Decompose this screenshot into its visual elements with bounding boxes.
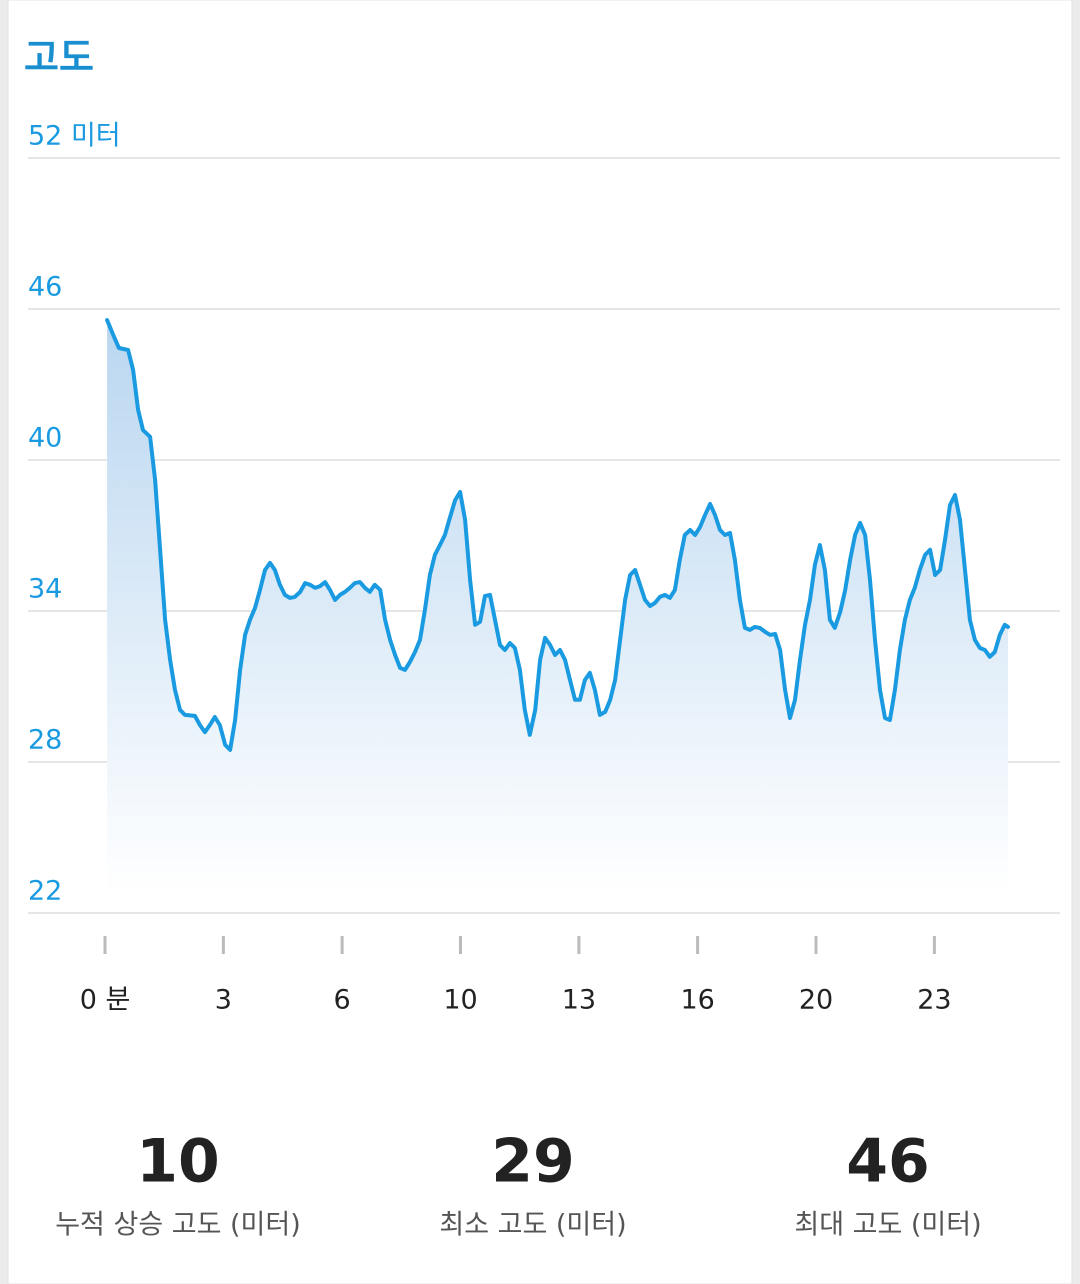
card [7,0,1073,1284]
x-tick-label: 20 [799,985,833,1016]
x-tick-label: 3 [215,985,232,1016]
stat-value: 10 [136,1127,220,1197]
x-tick-label: 23 [917,985,951,1016]
x-tick-label: 10 [443,985,477,1016]
y-tick-label: 40 [28,423,62,454]
x-tick-label: 16 [680,985,714,1016]
stat-value: 46 [846,1127,930,1197]
y-tick-label: 46 [28,272,62,303]
stat-value: 29 [491,1127,575,1197]
y-tick-label: 34 [28,574,62,605]
y-tick-label: 52 미터 [28,121,121,152]
x-tick-label: 0 분 [80,985,131,1016]
x-tick-label: 13 [562,985,596,1016]
x-tick-label: 6 [334,985,351,1016]
y-tick-label: 28 [28,725,62,756]
stat-label: 최대 고도 (미터) [794,1210,981,1241]
stat-label: 누적 상승 고도 (미터) [55,1210,301,1241]
area-fill [107,320,1009,894]
y-tick-label: 22 [28,876,62,907]
stat-label: 최소 고도 (미터) [439,1210,626,1241]
chart-title: 고도 [24,36,94,80]
line [105,318,1010,752]
